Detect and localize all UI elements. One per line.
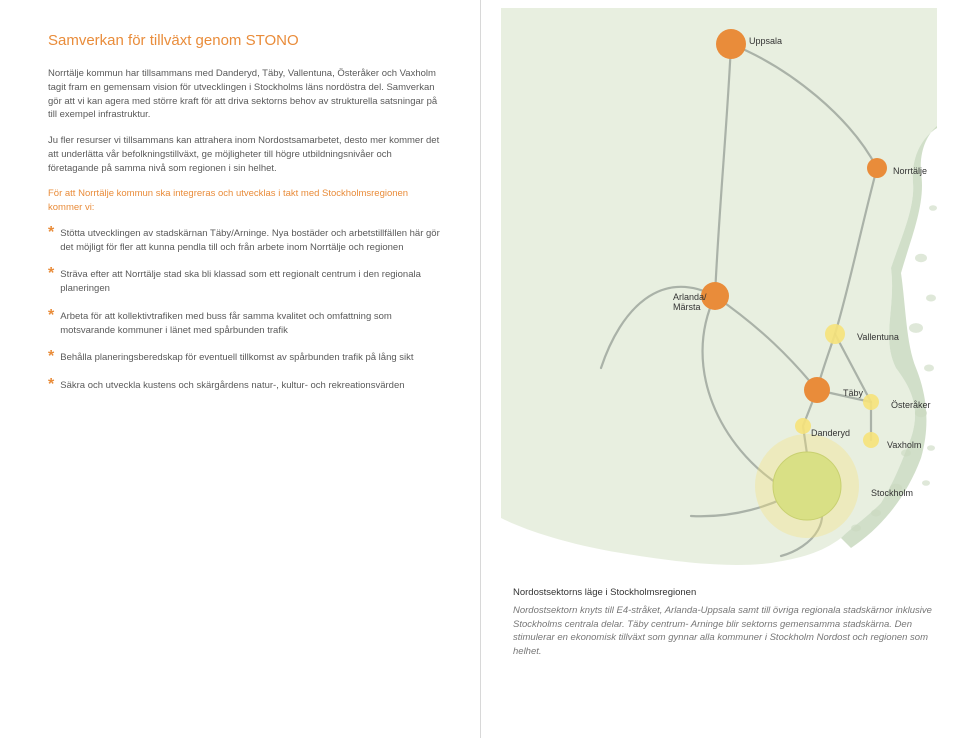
list-item: * Arbeta för att kollektivtrafiken med b… [48,310,440,338]
subheading: För att Norrtälje kommun ska integreras … [48,187,440,215]
map-label: Täby [843,388,863,398]
map-label: Norrtälje [893,166,927,176]
list-item: * Stötta utvecklingen av stadskärnan Täb… [48,227,440,255]
star-icon: * [48,227,54,238]
left-column: Samverkan för tillväxt genom STONO Norrt… [0,0,480,738]
star-icon: * [48,351,54,362]
map-label: Uppsala [749,36,782,46]
right-column: Uppsala Norrtälje Arlanda/ Märsta Vallentun… [480,0,960,738]
star-icon: * [48,310,54,321]
bullet-text: Säkra och utveckla kustens och skärgårde… [60,379,440,393]
list-item: * Behålla planeringsberedskap för eventu… [48,351,440,365]
caption-body: Nordostsektorn knyts till E4-stråket, Ar… [513,604,932,659]
list-item: * Sträva efter att Norrtälje stad ska bl… [48,268,440,296]
map: Uppsala Norrtälje Arlanda/ Märsta Vallentun… [501,8,937,568]
map-label: Vallentuna [857,332,899,342]
map-label: Stockholm [871,488,913,498]
page-title: Samverkan för tillväxt genom STONO [48,32,440,49]
map-label: Arlanda/ Märsta [673,292,707,312]
bullet-text: Stötta utvecklingen av stadskärnan Täby/… [60,227,440,255]
caption-title: Nordostsektorns läge i Stockholmsregione… [513,586,932,600]
star-icon: * [48,379,54,390]
bullet-list: * Stötta utvecklingen av stadskärnan Täb… [48,227,440,393]
bullet-text: Sträva efter att Norrtälje stad ska bli … [60,268,440,296]
map-label: Österåker [891,400,931,410]
bullet-text: Behålla planeringsberedskap för eventuel… [60,351,440,365]
map-label: Danderyd [811,428,850,438]
body-paragraph: Ju fler resurser vi tillsammans kan attr… [48,134,440,175]
list-item: * Säkra och utveckla kustens och skärgår… [48,379,440,393]
bullet-text: Arbeta för att kollektivtrafiken med bus… [60,310,440,338]
star-icon: * [48,268,54,279]
map-svg [501,8,937,568]
intro-paragraph: Norrtälje kommun har tillsammans med Dan… [48,67,440,122]
map-caption: Nordostsektorns läge i Stockholmsregione… [501,586,936,659]
map-label: Vaxholm [887,440,921,450]
